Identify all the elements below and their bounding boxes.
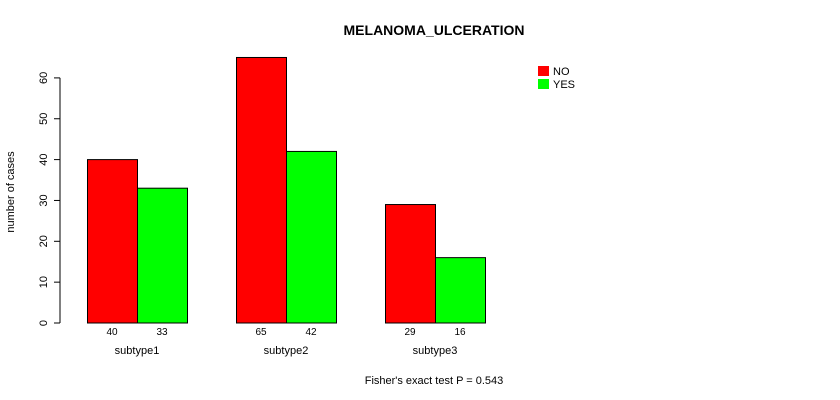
y-tick-label: 0 — [38, 320, 50, 326]
value-labels-group: 40 33 65 42 29 16 — [106, 327, 466, 338]
legend-label-yes: YES — [553, 79, 575, 91]
y-tick-label: 20 — [38, 235, 50, 247]
bar-yes-subtype2 — [286, 150, 337, 324]
y-tick-label: 10 — [38, 276, 50, 288]
category-labels-group: subtype1 subtype2 subtype3 — [115, 345, 458, 357]
bar-value-label: 29 — [404, 327, 416, 338]
chart-title: MELANOMA_ULCERATION — [344, 22, 525, 38]
category-label: subtype1 — [115, 345, 160, 357]
bars-group — [87, 56, 486, 324]
bar-no-subtype3 — [385, 204, 436, 324]
bar-no-subtype2 — [236, 56, 287, 324]
y-tick-label: 50 — [38, 113, 50, 125]
bar-no-subtype1 — [87, 159, 138, 324]
bar-value-label: 65 — [255, 327, 267, 338]
legend-label-no: NO — [553, 66, 570, 78]
fisher-test-footnote: Fisher's exact test P = 0.543 — [365, 375, 504, 387]
bar-value-label: 42 — [305, 327, 317, 338]
category-label: subtype3 — [413, 345, 458, 357]
bar-value-label: 33 — [156, 327, 168, 338]
category-label: subtype2 — [264, 345, 309, 357]
bar-yes-subtype1 — [137, 187, 188, 324]
bar-value-label: 16 — [454, 327, 466, 338]
bar-yes-subtype3 — [435, 257, 486, 324]
legend-swatch-no — [538, 66, 549, 76]
y-tick-label: 60 — [38, 72, 50, 84]
legend-swatch-yes — [538, 79, 549, 89]
bar-value-label: 40 — [106, 327, 118, 338]
y-axis-label: number of cases — [5, 151, 17, 233]
y-tick-label: 30 — [38, 194, 50, 206]
y-axis: 0 10 20 30 40 50 60 — [38, 72, 61, 326]
y-tick-label: 40 — [38, 153, 50, 165]
